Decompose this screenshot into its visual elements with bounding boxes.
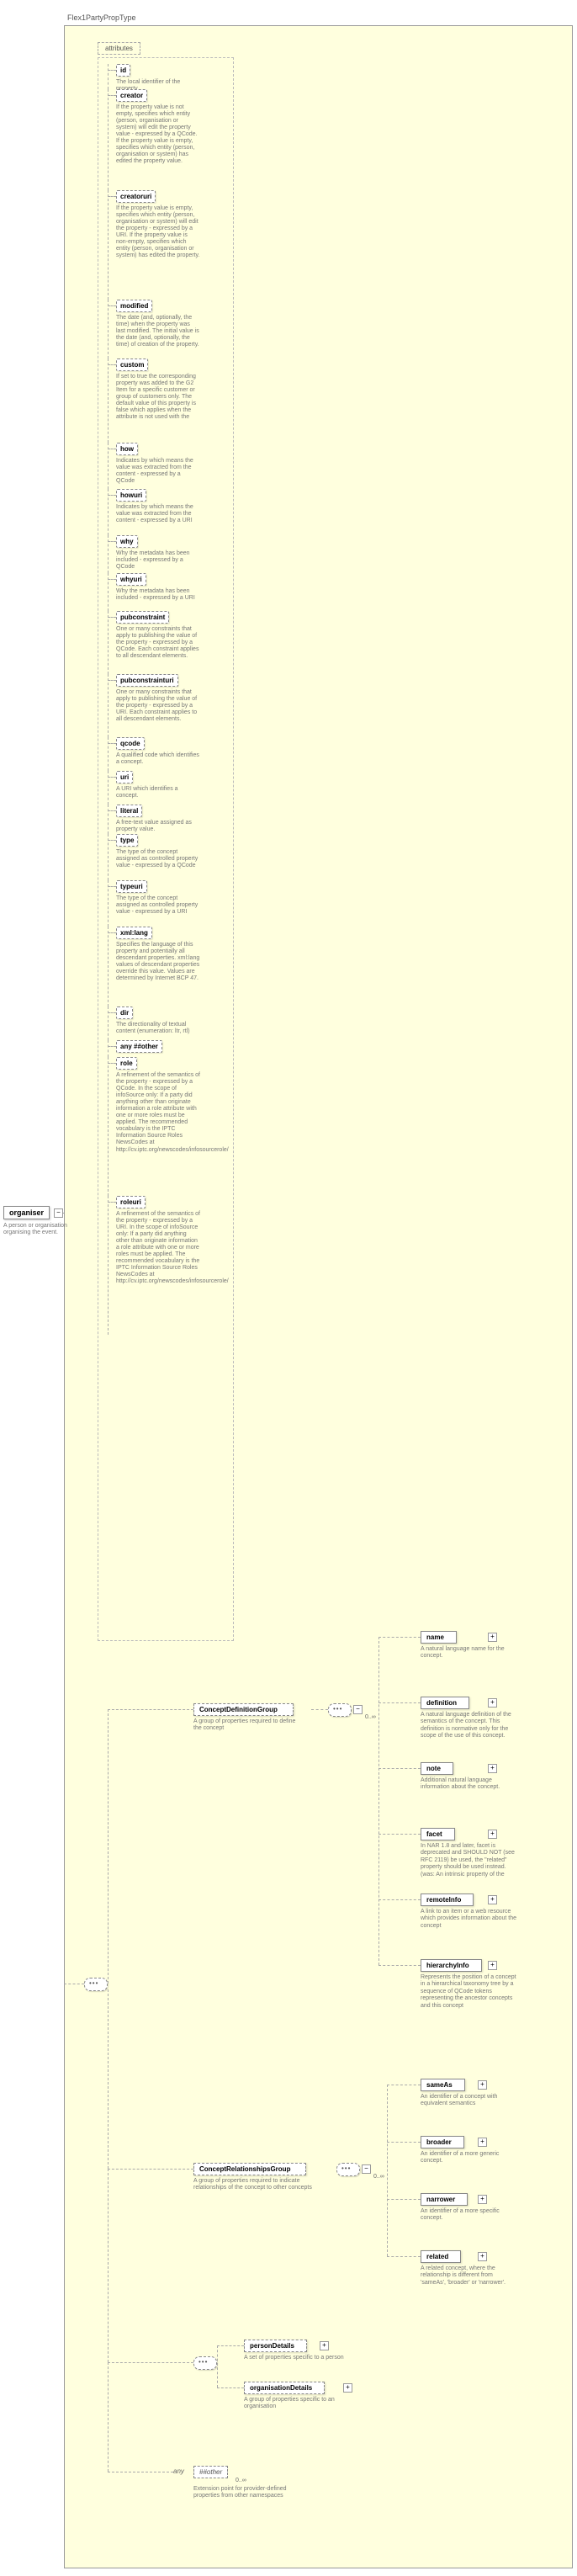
el-broader[interactable]: broader: [421, 2136, 464, 2148]
el-remoteInfo[interactable]: remoteInfo: [421, 1893, 474, 1906]
attr-uri: uriA URI which identifies a concept.: [116, 771, 200, 799]
el-sameAs[interactable]: sameAs: [421, 2079, 465, 2091]
any-other: ##other: [193, 2466, 228, 2478]
el-hierarchyInfo[interactable]: hierarchyInfo: [421, 1959, 482, 1972]
attr-whyuri: whyuriWhy the metadata has been included…: [116, 573, 200, 602]
attr-literal: literalA free-text value assigned as pro…: [116, 805, 200, 833]
concept-relationships-group[interactable]: ConceptRelationshipsGroup: [193, 2163, 306, 2175]
el-related[interactable]: related: [421, 2250, 461, 2263]
attr-any---other: any ##other: [116, 1040, 162, 1053]
attr-modified: modifiedThe date (and, optionally, the t…: [116, 300, 200, 348]
el-definition[interactable]: definition: [421, 1697, 469, 1709]
root-desc: A person or organisation organising the …: [3, 1223, 79, 1237]
el-note[interactable]: note: [421, 1762, 453, 1775]
attr-roleuri: roleuriA refinement of the semantics of …: [116, 1196, 200, 1286]
el-narrower[interactable]: narrower: [421, 2193, 468, 2206]
attr-pubconstrainturi: pubconstrainturiOne or many constraints …: [116, 674, 200, 723]
concept-definition-group[interactable]: ConceptDefinitionGroup: [193, 1703, 294, 1716]
type-title: Flex1PartyPropType: [67, 13, 136, 22]
el-name[interactable]: name: [421, 1631, 457, 1644]
el-facet[interactable]: facet: [421, 1828, 455, 1840]
attr-xml-lang: xml:langSpecifies the language of this p…: [116, 927, 200, 982]
attr-id: idThe local identifier of the property.: [116, 64, 200, 93]
attr-dir: dirThe directionality of textual content…: [116, 1006, 200, 1035]
attr-qcode: qcodeA qualified code which identifies a…: [116, 737, 200, 766]
attr-why: whyWhy the metadata has been included - …: [116, 535, 200, 571]
attr-howuri: howuriIndicates by which means the value…: [116, 489, 200, 524]
attributes-label: attributes: [98, 42, 140, 55]
attr-typeuri: typeuriThe type of the concept assigned …: [116, 880, 200, 916]
attr-creator: creatorIf the property value is not empt…: [116, 89, 200, 165]
attr-how: howIndicates by which means the value wa…: [116, 443, 200, 485]
organisation-details[interactable]: organisationDetails: [244, 2382, 325, 2394]
attr-pubconstraint: pubconstraintOne or many constraints tha…: [116, 611, 200, 660]
attr-creatoruri: creatoruriIf the property value is empty…: [116, 190, 200, 259]
person-details[interactable]: personDetails: [244, 2340, 307, 2352]
attr-custom: customIf set to true the corresponding p…: [116, 359, 200, 421]
sequence-main: [84, 1978, 108, 1991]
root-element[interactable]: organiser: [3, 1206, 50, 1219]
attr-type: typeThe type of the concept assigned as …: [116, 834, 200, 869]
attr-role: roleA refinement of the semantics of the…: [116, 1057, 200, 1154]
